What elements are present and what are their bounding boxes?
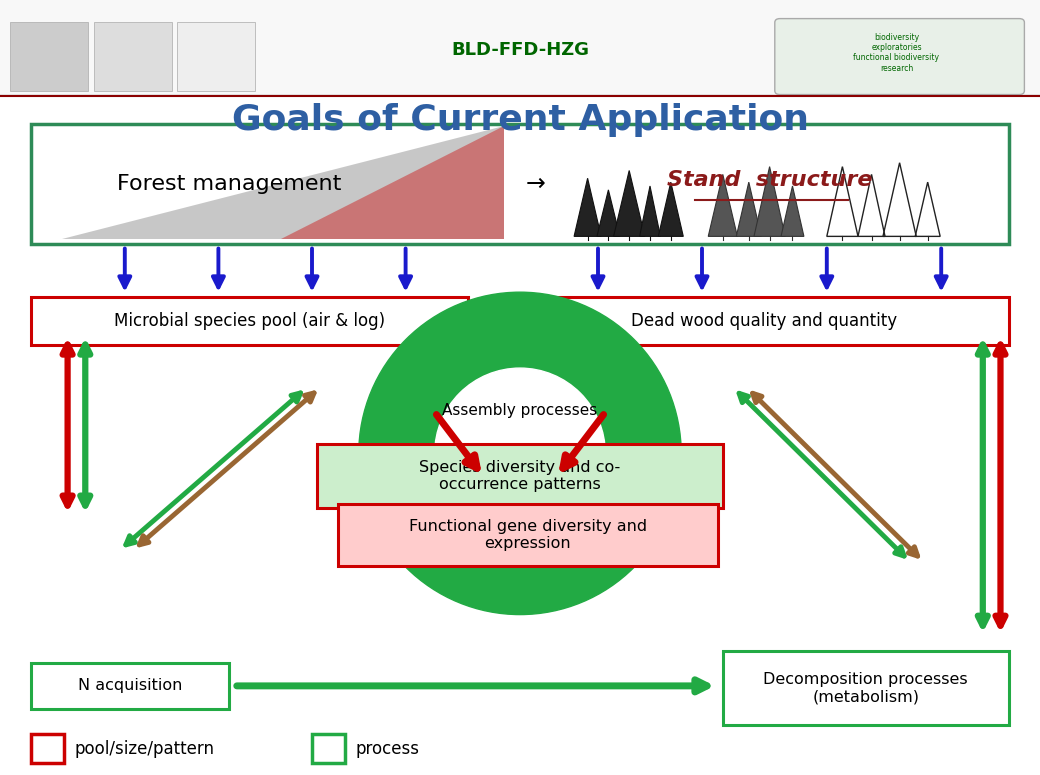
FancyBboxPatch shape <box>31 663 229 709</box>
Polygon shape <box>574 178 601 236</box>
Polygon shape <box>708 174 737 236</box>
FancyBboxPatch shape <box>31 124 1009 244</box>
FancyBboxPatch shape <box>10 22 88 91</box>
FancyBboxPatch shape <box>723 651 1009 725</box>
Text: Stand  structure: Stand structure <box>667 170 873 190</box>
Polygon shape <box>640 186 660 236</box>
Text: Goals of Current Application: Goals of Current Application <box>232 103 808 137</box>
Text: BLD-FFD-HZG: BLD-FFD-HZG <box>451 41 589 60</box>
FancyBboxPatch shape <box>177 22 255 91</box>
FancyBboxPatch shape <box>775 19 1024 95</box>
Polygon shape <box>281 126 504 239</box>
Text: →: → <box>526 172 545 195</box>
FancyBboxPatch shape <box>312 734 345 763</box>
Text: Assembly processes: Assembly processes <box>442 403 598 418</box>
Text: pool/size/pattern: pool/size/pattern <box>75 739 215 758</box>
FancyBboxPatch shape <box>338 504 718 566</box>
Text: process: process <box>356 739 420 758</box>
Text: biodiversity
exploratories
functional biodiversity
research: biodiversity exploratories functional bi… <box>854 33 939 73</box>
FancyBboxPatch shape <box>31 734 64 763</box>
FancyBboxPatch shape <box>520 297 1009 345</box>
FancyBboxPatch shape <box>94 22 172 91</box>
FancyBboxPatch shape <box>0 0 1040 95</box>
Polygon shape <box>658 182 683 236</box>
Text: Forest management: Forest management <box>116 174 341 194</box>
Polygon shape <box>736 182 761 236</box>
FancyBboxPatch shape <box>31 297 468 345</box>
Text: Species diversity and co-
occurrence patterns: Species diversity and co- occurrence pat… <box>419 460 621 492</box>
Text: Microbial species pool (air & log): Microbial species pool (air & log) <box>114 312 385 330</box>
Polygon shape <box>597 190 620 236</box>
FancyBboxPatch shape <box>317 444 723 508</box>
Text: Dead wood quality and quantity: Dead wood quality and quantity <box>631 312 898 330</box>
Polygon shape <box>614 170 645 236</box>
Text: N acquisition: N acquisition <box>78 678 182 694</box>
Ellipse shape <box>359 292 681 615</box>
Polygon shape <box>781 186 804 236</box>
Ellipse shape <box>435 368 605 539</box>
Text: Functional gene diversity and
expression: Functional gene diversity and expression <box>409 518 647 551</box>
Polygon shape <box>754 167 785 236</box>
Polygon shape <box>62 126 504 239</box>
Text: Decomposition processes
(metabolism): Decomposition processes (metabolism) <box>763 672 968 704</box>
